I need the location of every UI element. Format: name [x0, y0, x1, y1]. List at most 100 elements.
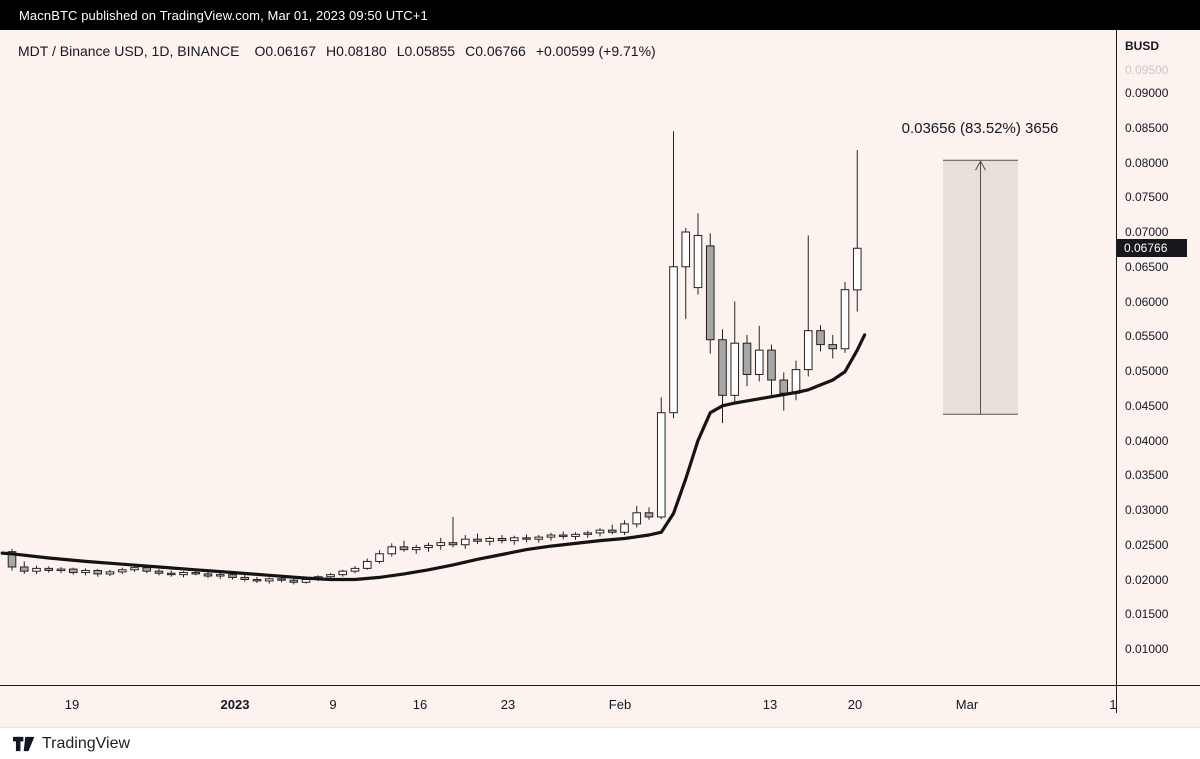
candle: [93, 569, 103, 577]
candle: [644, 507, 654, 520]
time-axis-label: 1: [1109, 697, 1117, 712]
candle: [228, 573, 237, 580]
tradingview-logo-icon[interactable]: [13, 734, 35, 754]
candle: [289, 578, 299, 585]
attribution-bar: MacnBTC published on TradingView.com, Ma…: [0, 0, 1200, 30]
candle: [105, 569, 115, 577]
candle: [583, 530, 593, 538]
footer-bar: TradingView: [0, 727, 1200, 759]
candle: [387, 543, 397, 557]
candle: [460, 535, 470, 549]
price-chart-canvas[interactable]: [0, 30, 1200, 727]
candle: [350, 566, 360, 574]
candle: [693, 213, 703, 295]
candle: [264, 577, 274, 584]
price-axis-label: 0.02000: [1125, 572, 1169, 587]
price-axis-label: 0.03500: [1125, 468, 1169, 483]
candle: [620, 520, 629, 536]
tradingview-wordmark[interactable]: TradingView: [42, 734, 131, 752]
time-axis-label: Mar: [955, 697, 979, 712]
candle: [742, 334, 752, 387]
candle: [840, 282, 850, 353]
price-axis-label: 0.07500: [1125, 190, 1169, 205]
price-change: +0.00599 (+9.71%): [535, 43, 656, 59]
candle: [362, 558, 372, 570]
candle: [81, 568, 90, 576]
candle: [411, 544, 421, 554]
candle: [240, 574, 250, 582]
price-axis[interactable]: BUSD 0.09500 0.06766 0.09000 0.08500 0.080…: [1117, 30, 1200, 727]
price-axis-label: 0.05000: [1125, 364, 1169, 378]
candle: [852, 149, 862, 312]
attribution-text: MacnBTC published on TradingView.com, Ma…: [19, 7, 428, 23]
candle: [522, 534, 531, 542]
measure-range-tool: [943, 159, 1018, 415]
price-axis-label: 0.04500: [1125, 398, 1169, 413]
candle: [473, 533, 482, 545]
candle: [681, 227, 691, 319]
candle: [166, 570, 176, 577]
chart-area[interactable]: MDT / Binance USD, 1D, BINANCE O0.06167 …: [0, 30, 1200, 727]
time-axis-label: 9: [329, 697, 337, 712]
time-axis-label: 2023: [220, 697, 250, 712]
candle: [803, 235, 813, 377]
candle: [252, 576, 262, 583]
candle: [338, 569, 348, 577]
candle: [375, 550, 384, 564]
price-axis-label: 0.08000: [1125, 155, 1169, 170]
price-axis-label: 0.03000: [1125, 503, 1169, 517]
candle: [68, 567, 78, 575]
candle: [534, 535, 544, 543]
price-axis-label: 0.04000: [1125, 433, 1169, 448]
time-axis[interactable]: 19 2023 9 16 23 Feb 13 20 Mar 1: [0, 685, 1200, 727]
measure-tool-label: 0.03656 (83.52%) 3656: [901, 120, 1059, 137]
chart-legend[interactable]: MDT / Binance USD, 1D, BINANCE O0.06167 …: [18, 43, 656, 59]
candle: [117, 567, 127, 574]
candle: [595, 528, 605, 537]
price-axis-label: 0.07000: [1125, 225, 1169, 239]
candle: [497, 535, 507, 544]
ma-line: [0, 333, 867, 582]
candle: [509, 535, 519, 545]
candle: [632, 505, 642, 528]
price-axis-label: 0.01000: [1125, 642, 1169, 656]
candle: [546, 532, 556, 541]
ohlc-open: O0.06167: [254, 43, 316, 59]
candle: [32, 565, 41, 574]
candle: [154, 569, 164, 576]
time-axis-label: 16: [412, 697, 428, 712]
candle: [779, 372, 789, 411]
candle: [571, 532, 580, 540]
candle: [828, 334, 838, 359]
candle: [424, 542, 433, 552]
time-axis-label: 20: [847, 697, 863, 712]
candle: [656, 397, 666, 520]
candle: [56, 566, 66, 574]
price-axis-label: 0.06000: [1125, 294, 1169, 309]
candle: [179, 571, 188, 578]
ohlc-low: L0.05855: [396, 43, 456, 59]
candle: [203, 571, 213, 579]
candle: [485, 536, 495, 546]
price-axis-label: 0.08500: [1125, 120, 1169, 135]
candle: [558, 531, 568, 540]
price-axis-label: 0.06500: [1125, 259, 1169, 274]
candle: [767, 344, 776, 398]
candle: [669, 131, 678, 419]
ohlc-close: C0.06766: [465, 43, 526, 59]
symbol-title: MDT / Binance USD, 1D, BINANCE: [18, 43, 240, 59]
quote-currency-label: BUSD: [1125, 39, 1160, 53]
candle: [215, 572, 225, 579]
candle: [326, 573, 335, 579]
candle: [705, 233, 715, 354]
candle: [754, 325, 764, 382]
time-axis-label: Feb: [608, 697, 632, 712]
candle: [19, 561, 29, 574]
candle: [399, 540, 409, 552]
candle: [607, 524, 617, 535]
last-price-badge: 0.06766: [1117, 239, 1187, 258]
price-axis-faint-label: 0.09500: [1125, 63, 1169, 77]
candle: [436, 537, 446, 550]
time-axis-label: 23: [500, 697, 516, 712]
